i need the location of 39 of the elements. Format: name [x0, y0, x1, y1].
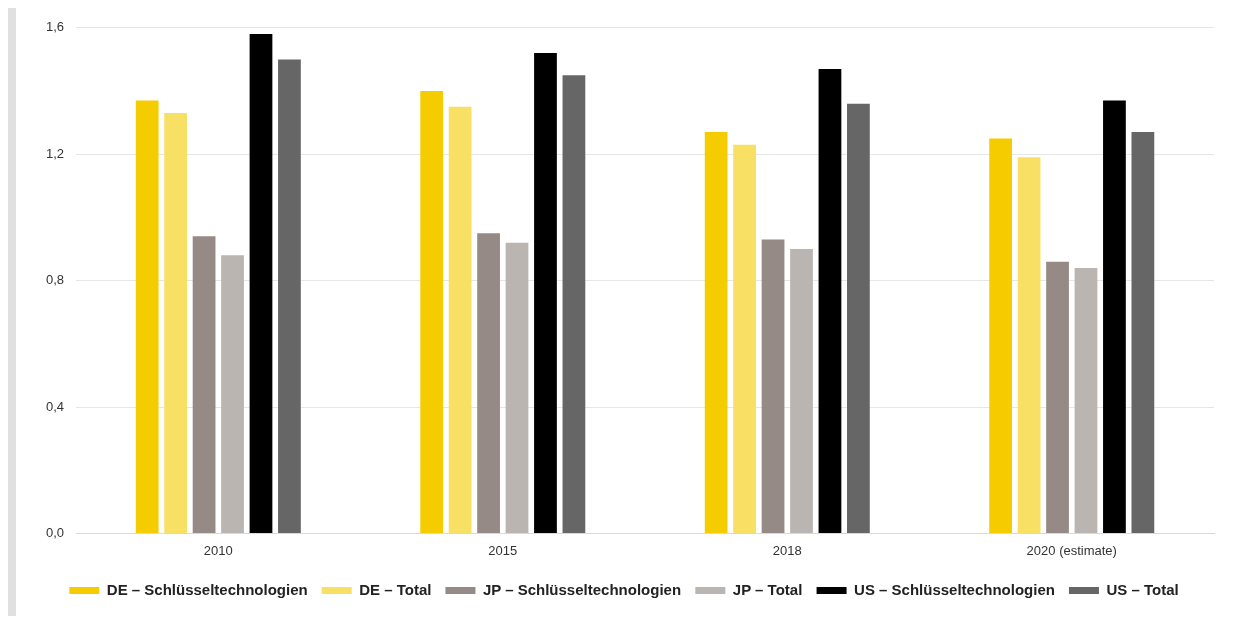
y-tick-label: 1,2	[45, 145, 65, 161]
x-tick-label: 2010	[203, 542, 233, 558]
bar	[249, 34, 273, 533]
bar	[1103, 100, 1126, 533]
legend-label: DE – Total	[359, 580, 432, 598]
bar	[733, 144, 756, 533]
bar	[505, 242, 529, 533]
bar	[1046, 261, 1069, 533]
bar	[278, 59, 301, 533]
legend-label: DE – Schlüsseltechnologien	[106, 580, 308, 598]
bar	[477, 233, 500, 533]
bar	[448, 106, 472, 533]
bar	[192, 236, 216, 533]
bar	[847, 103, 870, 533]
bar	[164, 113, 188, 533]
legend-label: JP – Total	[732, 580, 803, 598]
bar	[761, 239, 785, 533]
bar	[562, 75, 586, 533]
legend-label: JP – Schlüsseltechnologien	[482, 580, 682, 598]
bar	[221, 255, 244, 533]
bar	[135, 100, 159, 533]
bar	[989, 138, 1013, 533]
bar	[704, 132, 728, 533]
y-tick-label: 0,4	[45, 398, 65, 414]
y-tick-label: 1,6	[45, 19, 65, 35]
legend-label: US – Total	[1106, 580, 1179, 598]
bar	[1017, 157, 1041, 533]
x-tick-label: 2018	[772, 542, 802, 558]
y-tick-label: 0,8	[45, 272, 65, 288]
y-tick-label: 0,0	[45, 524, 65, 540]
bar	[790, 249, 813, 533]
bar	[420, 91, 444, 533]
x-tick-label: 2015	[488, 542, 518, 558]
bar	[534, 53, 557, 533]
legend-label: US – Schlüsseltechnologien	[854, 580, 1055, 598]
bar	[1074, 267, 1098, 533]
x-tick-label: 2020 (estimate)	[1026, 542, 1117, 558]
bar	[1131, 132, 1155, 533]
bar	[818, 68, 842, 533]
